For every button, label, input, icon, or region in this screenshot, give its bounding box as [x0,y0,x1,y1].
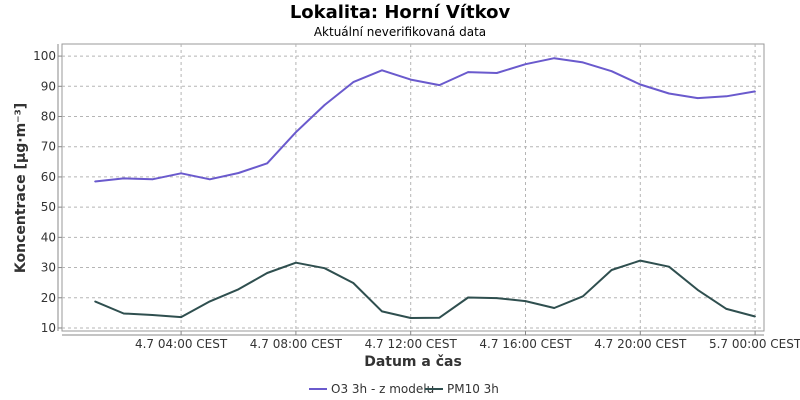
data-point [209,300,211,303]
data-point [496,297,498,299]
data-point [409,317,412,319]
series-line-0 [94,57,756,183]
data-point [295,131,297,134]
x-tick-label: 4.7 12:00 CEST [365,337,458,351]
data-point [323,267,326,269]
data-point [496,72,498,74]
y-tick-label: 70 [41,140,56,154]
data-point [725,95,728,98]
data-point [266,272,269,274]
data-point [467,296,469,299]
y-tick-label: 30 [41,261,56,275]
data-point [409,78,412,81]
data-point [553,307,555,309]
x-tick-label: 4.7 20:00 CEST [594,337,687,351]
data-point [151,314,154,316]
data-point [295,261,297,264]
series-line-1 [94,259,756,319]
data-point [668,265,670,268]
data-point [94,300,96,303]
data-point [352,282,355,284]
x-axis-label: Datum a čas [364,354,462,370]
y-tick-label: 10 [41,321,56,335]
data-point [323,104,326,106]
data-point [754,315,756,318]
data-point [94,180,96,183]
y-tick-label: 50 [41,200,56,214]
data-point [725,308,728,310]
legend: O3 3h - z modelu PM10 3h [309,382,499,396]
data-point [237,288,240,291]
data-point [696,289,699,291]
y-tick-label: 80 [41,110,56,124]
series-layer [94,57,756,319]
data-point [639,259,642,262]
data-point [582,295,584,298]
x-tick-label: 4.7 08:00 CEST [250,337,343,351]
legend-label: PM10 3h [447,382,499,396]
y-axis-label: Koncentrace [µg·m⁻³] [13,103,29,273]
grid-lines [62,44,764,331]
x-tick-label: 4.7 04:00 CEST [135,337,228,351]
data-point [122,177,125,180]
data-point [180,172,182,175]
data-point [754,90,756,93]
y-tick-label: 20 [41,291,56,305]
data-point [151,178,154,181]
data-point [467,71,469,73]
data-point [582,61,584,64]
data-point [381,69,383,72]
data-point [668,92,670,95]
data-point [553,57,555,59]
data-point [381,310,383,313]
data-point [266,162,269,165]
data-point [122,312,125,315]
y-tick-label: 40 [41,230,56,244]
data-point [696,97,699,99]
data-point [352,81,355,83]
data-point [524,63,527,66]
chart-title: Lokalita: Horní Vítkov [290,2,511,23]
data-point [209,178,211,181]
axes: 10 20 30 40 50 60 70 80 90 100 4.7 04:00 CEST 4.7 0… [33,44,800,351]
x-tick-label: 4.7 16:00 CEST [479,337,572,351]
y-tick-label: 60 [41,170,56,184]
data-point [438,316,441,319]
x-tick-label: 5.7 00:00 CEST [709,337,800,351]
chart-subtitle: Aktuální neverifikovaná data [314,25,486,39]
data-point [438,84,441,86]
y-tick-label: 100 [33,49,56,63]
data-point [524,300,527,302]
plot-area [61,43,765,332]
legend-label: O3 3h - z modelu [331,382,434,396]
data-point [610,70,613,72]
data-point [610,269,613,271]
y-tick-label: 90 [41,79,56,93]
data-point [237,172,240,174]
data-point [639,83,642,86]
data-point [180,316,182,318]
